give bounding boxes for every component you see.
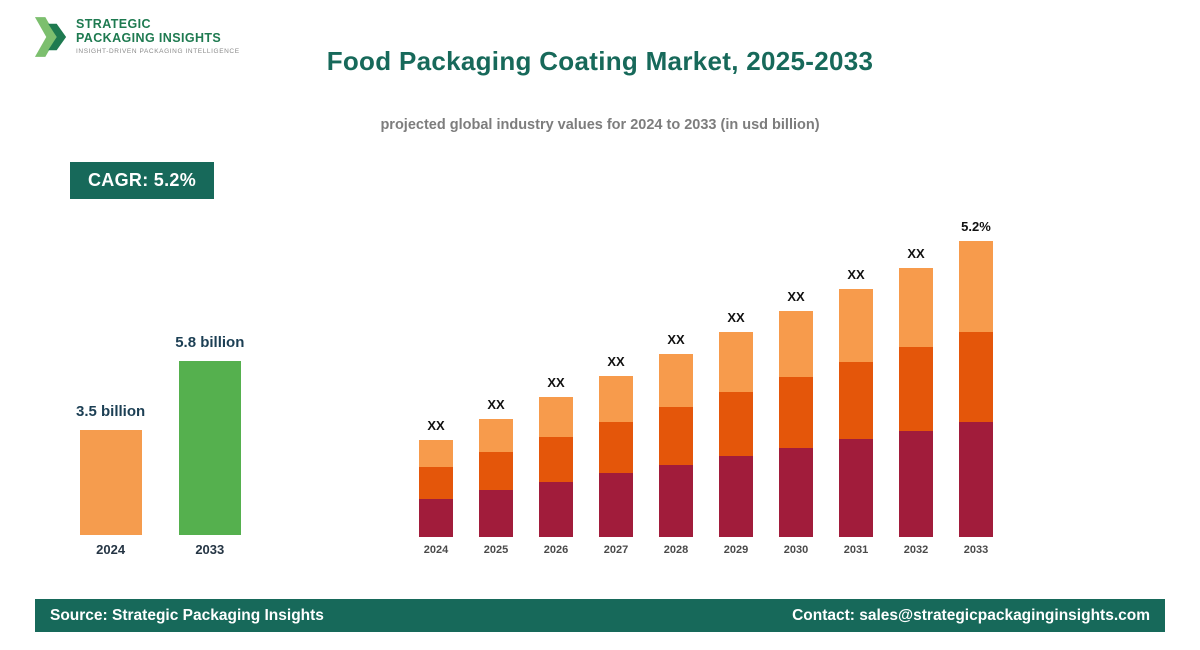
stacked-bar: [779, 311, 813, 537]
stacked-year-label: 2030: [783, 544, 809, 556]
stacked-bar-group: XX 2026: [539, 375, 573, 558]
brand-name-line2: PACKAGING INSIGHTS: [76, 30, 222, 45]
segment-top: [479, 419, 513, 452]
stacked-bar: [479, 419, 513, 537]
segment-top: [659, 354, 693, 407]
cagr-badge: CAGR: 5.2%: [70, 162, 215, 199]
stacked-bar-label: XX: [427, 418, 445, 433]
summary-value-label: 3.5 billion: [76, 403, 146, 420]
summary-bar: [79, 430, 142, 535]
segment-top: [599, 376, 633, 422]
segment-bottom: [599, 473, 633, 537]
stacked-year-label: 2033: [963, 544, 989, 556]
stacked-bar-label: XX: [607, 354, 625, 369]
footer-source-text: Source: Strategic Packaging Insights: [50, 606, 324, 624]
stacked-bar: [599, 376, 633, 537]
summary-bar-group: 3.5 billion 2024: [76, 403, 145, 558]
stacked-year-label: 2032: [903, 544, 929, 556]
stacked-year-label: 2028: [663, 544, 689, 556]
stacked-year-label: 2031: [843, 544, 869, 556]
segment-top: [419, 440, 453, 467]
stacked-year-label: 2026: [543, 544, 569, 556]
stacked-bar-group: XX 2029: [719, 310, 753, 558]
footer-bar: Source: Strategic Packaging Insights Con…: [35, 599, 1165, 632]
stacked-bar-group: XX 2027: [599, 354, 633, 558]
summary-bar-group: 5.8 billion 2033: [175, 334, 244, 558]
brand-tagline: INSIGHT-DRIVEN PACKAGING INTELLIGENCE: [76, 47, 240, 55]
segment-top: [719, 332, 753, 392]
stacked-bar-label: XX: [787, 289, 805, 304]
summary-bar: [178, 361, 241, 535]
segment-top: [959, 241, 993, 332]
stacked-year-label: 2029: [723, 544, 749, 556]
segment-middle: [719, 392, 753, 456]
stacked-bar-group: XX 2032: [899, 246, 933, 558]
stacked-bar: [419, 440, 453, 537]
summary-year-label: 2033: [195, 542, 225, 557]
stacked-bar-label: XX: [487, 397, 505, 412]
segment-middle: [419, 467, 453, 499]
stacked-bar-group: XX 2028: [659, 332, 693, 558]
stacked-bar-group: XX 2025: [479, 397, 513, 558]
stacked-bar-group: 5.2% 2033: [959, 219, 993, 558]
stacked-bar-label: XX: [667, 332, 685, 347]
segment-bottom: [479, 490, 513, 537]
segment-middle: [539, 437, 573, 482]
segment-bottom: [839, 439, 873, 537]
segment-bottom: [899, 431, 933, 537]
segment-top: [779, 311, 813, 377]
stacked-bar: [959, 241, 993, 537]
segment-middle: [899, 347, 933, 431]
summary-value-label: 5.8 billion: [175, 334, 245, 351]
segment-bottom: [959, 422, 993, 537]
stacked-bar-label: 5.2%: [961, 219, 991, 234]
page-subtitle: projected global industry values for 202…: [380, 117, 820, 133]
footer-contact-text: Contact: sales@strategicpackaginginsight…: [792, 606, 1150, 624]
stacked-year-label: 2027: [603, 544, 629, 556]
brand-logo-text: STRATEGIC PACKAGING INSIGHTS INSIGHT-DRI…: [76, 18, 240, 55]
brand-name-line1: STRATEGIC: [76, 17, 151, 32]
stacked-bar: [539, 397, 573, 537]
segment-bottom: [419, 499, 453, 537]
stacked-bar: [719, 332, 753, 537]
segment-bottom: [719, 456, 753, 537]
segment-top: [839, 289, 873, 362]
segment-middle: [959, 332, 993, 422]
segment-middle: [779, 377, 813, 448]
stacked-bar-label: XX: [847, 267, 865, 282]
segment-bottom: [779, 448, 813, 537]
stacked-bar: [899, 268, 933, 537]
stacked-bar-group: XX 2031: [839, 267, 873, 558]
page-title: Food Packaging Coating Market, 2025-2033: [326, 46, 874, 76]
segment-top: [539, 397, 573, 437]
brand-logo: STRATEGIC PACKAGING INSIGHTS INSIGHT-DRI…: [34, 14, 240, 60]
stacked-bar-group: XX 2030: [779, 289, 813, 558]
summary-comparison-chart: 3.5 billion 2024 5.8 billion 2033: [76, 334, 244, 558]
stacked-bar-label: XX: [907, 246, 925, 261]
segment-middle: [659, 407, 693, 465]
segment-bottom: [659, 465, 693, 537]
stacked-bar: [659, 354, 693, 537]
stacked-bar-label: XX: [547, 375, 565, 390]
stacked-year-label: 2025: [483, 544, 509, 556]
summary-year-label: 2024: [96, 542, 126, 557]
segment-bottom: [539, 482, 573, 537]
segment-top: [899, 268, 933, 347]
stacked-year-label: 2024: [423, 544, 449, 556]
segment-middle: [839, 362, 873, 439]
segment-middle: [479, 452, 513, 490]
stacked-bar-group: XX 2024: [419, 418, 453, 558]
stacked-bar: [839, 289, 873, 537]
segment-middle: [599, 422, 633, 473]
chevron-logo-icon: [34, 17, 67, 57]
stacked-bar-label: XX: [727, 310, 745, 325]
stacked-projection-chart: XX 2024 XX 2025 XX 2026 XX 2027 XX 2028 XX 2029 XX 20…: [419, 219, 993, 558]
